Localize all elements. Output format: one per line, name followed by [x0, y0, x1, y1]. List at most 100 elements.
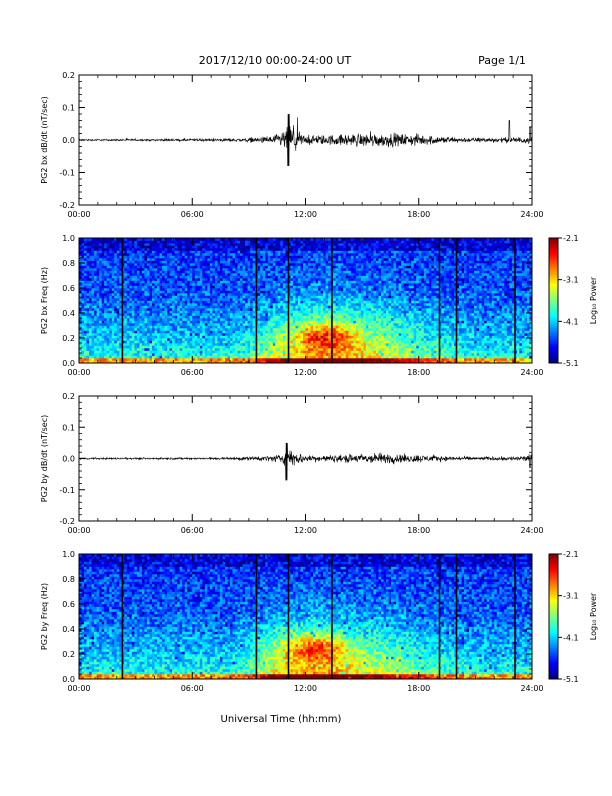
heatmap-cell [97, 303, 100, 306]
heatmap-cell [109, 268, 112, 271]
heatmap-cell [177, 298, 180, 301]
heatmap-cell [94, 358, 97, 361]
heatmap-cell [283, 351, 286, 354]
heatmap-cell [253, 271, 256, 274]
heatmap-cell [195, 353, 198, 356]
heatmap-cell [139, 253, 142, 256]
heatmap-cell [215, 316, 218, 319]
heatmap-cell [112, 343, 115, 346]
heatmap-cell [227, 251, 230, 254]
heatmap-cell [238, 271, 241, 274]
heatmap-cell [124, 268, 127, 271]
heatmap-cell [316, 298, 319, 301]
heatmap-cell [167, 271, 170, 274]
heatmap-cell [149, 243, 152, 246]
heatmap-cell [215, 276, 218, 279]
heatmap-cell [92, 326, 95, 329]
heatmap-cell [152, 338, 155, 341]
heatmap-cell [129, 263, 132, 266]
heatmap-cell [129, 338, 132, 341]
heatmap-cell [225, 313, 228, 316]
heatmap-cell [263, 326, 266, 329]
heatmap-cell [129, 281, 132, 284]
heatmap-cell [215, 306, 218, 309]
heatmap-cell [114, 348, 117, 351]
heatmap-cell [144, 341, 147, 344]
heatmap-cell [300, 306, 303, 309]
heatmap-cell [157, 273, 160, 276]
heatmap-cell [205, 301, 208, 304]
heatmap-cell [290, 243, 293, 246]
heatmap-cell [243, 346, 246, 349]
heatmap-cell [109, 343, 112, 346]
heatmap-cell [238, 353, 241, 356]
heatmap-cell [165, 328, 168, 331]
heatmap-cell [185, 296, 188, 299]
heatmap-cell [230, 288, 233, 291]
heatmap-cell [222, 343, 225, 346]
heatmap-cell [212, 271, 215, 274]
heatmap-cell [82, 283, 85, 286]
heatmap-cell [162, 256, 165, 259]
heatmap-cell [280, 283, 283, 286]
heatmap-cell [142, 291, 145, 294]
heatmap-cell [185, 278, 188, 281]
heatmap-cell [197, 321, 200, 324]
heatmap-cell [298, 353, 301, 356]
heatmap-cell [303, 306, 306, 309]
heatmap-cell [129, 266, 132, 269]
heatmap-cell [162, 341, 165, 344]
heatmap-cell [238, 246, 241, 249]
heatmap-cell [195, 333, 198, 336]
heatmap-cell [200, 291, 203, 294]
heatmap-cell [313, 308, 316, 311]
heatmap-cell [182, 338, 185, 341]
heatmap-cell [210, 268, 213, 271]
heatmap-cell [157, 341, 160, 344]
heatmap-cell [94, 263, 97, 266]
heatmap-cell [215, 271, 218, 274]
heatmap-cell [127, 261, 130, 264]
heatmap-cell [147, 351, 150, 354]
heatmap-cell [127, 348, 130, 351]
heatmap-cell [142, 248, 145, 251]
heatmap-cell [250, 293, 253, 296]
heatmap-cell [283, 338, 286, 341]
heatmap-cell [132, 248, 135, 251]
heatmap-cell [170, 328, 173, 331]
heatmap-cell [202, 313, 205, 316]
heatmap-cell [298, 268, 301, 271]
heatmap-cell [92, 346, 95, 349]
heatmap-cell [321, 323, 324, 326]
heatmap-cell [225, 258, 228, 261]
heatmap-cell [177, 271, 180, 274]
heatmap-cell [205, 323, 208, 326]
heatmap-cell [187, 306, 190, 309]
heatmap-cell [92, 301, 95, 304]
heatmap-cell [227, 346, 230, 349]
heatmap-cell [197, 263, 200, 266]
heatmap-cell [147, 336, 150, 339]
heatmap-cell [202, 281, 205, 284]
heatmap-cell [162, 348, 165, 351]
heatmap-cell [275, 346, 278, 349]
heatmap-cell [265, 291, 268, 294]
heatmap-cell [253, 253, 256, 256]
heatmap-cell [265, 323, 268, 326]
heatmap-cell [155, 331, 158, 334]
heatmap-cell [217, 336, 220, 339]
heatmap-cell [160, 303, 163, 306]
heatmap-cell [144, 308, 147, 311]
heatmap-cell [137, 336, 140, 339]
heatmap-cell [323, 273, 326, 276]
heatmap-cell [275, 333, 278, 336]
heatmap-cell [298, 333, 301, 336]
heatmap-cell [132, 343, 135, 346]
heatmap-cell [124, 348, 127, 351]
heatmap-cell [253, 328, 256, 331]
heatmap-cell [94, 241, 97, 244]
heatmap-cell [107, 358, 110, 361]
heatmap-cell [323, 286, 326, 289]
heatmap-cell [313, 251, 316, 254]
heatmap-cell [182, 291, 185, 294]
